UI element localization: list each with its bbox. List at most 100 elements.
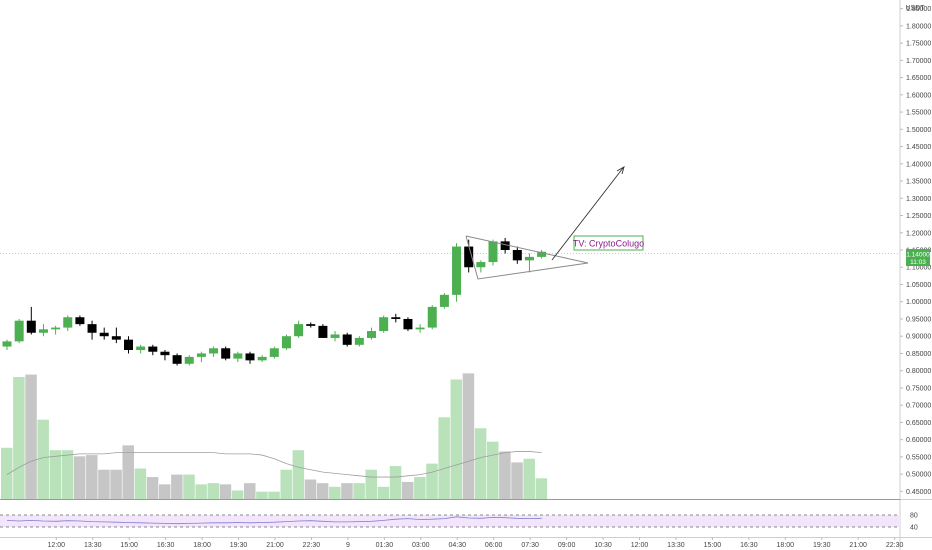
candle-body (439, 294, 449, 307)
volume-bar (244, 483, 256, 499)
candle-body (354, 337, 364, 345)
candle-body (160, 351, 170, 356)
price-tick-label: 0.80000 (906, 368, 931, 375)
currency-label: USDT (905, 5, 925, 12)
candle-body (367, 331, 376, 338)
candle-body (306, 324, 316, 326)
volume-bar (98, 469, 110, 499)
breakout-arrow-line[interactable] (551, 167, 624, 261)
time-tick-label: 09:00 (558, 542, 576, 549)
price-tick-label: 0.90000 (906, 334, 931, 341)
price-tick-label: 1.85000 (906, 6, 931, 13)
volume-bar (462, 373, 475, 499)
time-axis[interactable]: 12:00 13:30 15:00 16:30 18:00 19:30 21:00 22:30… (48, 537, 904, 549)
candle-body (281, 336, 291, 349)
pennant-drawing[interactable] (465, 166, 625, 280)
volume-bar (499, 451, 511, 499)
time-tick-label: 15:00 (120, 542, 138, 549)
volume-bar (110, 469, 122, 499)
time-tick-label: 10:30 (594, 542, 612, 549)
time-tick-label: 04:30 (448, 542, 466, 549)
annotation-box (573, 235, 644, 251)
volume-bar (353, 483, 365, 499)
volume-bar (73, 456, 86, 499)
time-tick-label: 21:00 (266, 542, 284, 549)
price-tick-label: 1.25000 (906, 213, 931, 220)
volume-bar (511, 462, 523, 499)
price-tick-label: 0.45000 (906, 489, 931, 496)
candlesticks (2, 237, 547, 366)
volume-bar (183, 474, 195, 499)
volume-bar (158, 484, 171, 499)
volume-bar (316, 483, 329, 499)
time-tick-label: 18:00 (777, 542, 795, 549)
price-tick-label: 1.10000 (906, 265, 931, 272)
volume-bar (49, 450, 62, 499)
candle-body (257, 356, 267, 361)
candle-body (136, 346, 146, 350)
volume-bar (438, 417, 450, 499)
price-tick-label: 0.95000 (906, 316, 931, 323)
volume-bar (341, 483, 353, 499)
candle-body (87, 324, 97, 333)
time-tick-label: 19:30 (813, 542, 831, 549)
rsi-line (6, 516, 542, 525)
price-tick-label: 0.70000 (906, 403, 931, 410)
candle-body (488, 241, 498, 263)
price-tick-label: 1.30000 (906, 196, 931, 203)
volume-bar (292, 450, 305, 499)
price-tick-label: 1.00000 (906, 299, 931, 306)
volume-bar (13, 377, 25, 499)
price-tick-label: 1.70000 (906, 58, 931, 65)
time-tick-label: 9 (346, 542, 350, 549)
candle-body (403, 318, 413, 330)
candle-body (51, 327, 61, 330)
volume-bar (304, 479, 317, 499)
candle-body (379, 317, 389, 332)
volume-bar (487, 441, 499, 499)
volume-bar (280, 469, 292, 499)
volume-bar (523, 458, 535, 499)
rsi-level-label: 40 (910, 525, 918, 532)
volume-bar (1, 447, 13, 499)
price-tick-label: 1.45000 (906, 144, 931, 151)
volume-bar (146, 477, 159, 499)
candle-body (148, 346, 158, 352)
candle-body (111, 336, 121, 340)
last-price-tag: 1.14000 11:03 (906, 249, 930, 266)
volume-bar (389, 466, 402, 499)
annotation-text: TV: CryptoColugo (573, 239, 644, 249)
volume-bar (171, 474, 183, 499)
candle-body (221, 348, 231, 359)
time-tick-label: 21:00 (849, 542, 867, 549)
time-tick-label: 16:30 (157, 542, 175, 549)
volume-bar (401, 481, 414, 499)
pennant-triangle[interactable] (465, 235, 589, 280)
rsi-pane[interactable]: 80 40 (0, 513, 918, 532)
candle-body (172, 355, 182, 364)
time-tick-label: 13:30 (667, 542, 685, 549)
price-axis[interactable]: 1.85000 1.80000 1.75000 1.70000 1.65000 1.600… (900, 6, 931, 496)
candle-body (209, 348, 219, 354)
volume-bar (25, 374, 37, 499)
volume-bar (414, 477, 426, 499)
candle-body (524, 256, 534, 261)
price-tick-label: 1.05000 (906, 282, 931, 289)
volume-bar (329, 486, 341, 499)
candle-body (512, 250, 522, 261)
volume-bar (122, 445, 134, 499)
price-tick-label: 0.75000 (906, 385, 931, 392)
annotation-label[interactable]: TV: CryptoColugo (573, 235, 644, 251)
time-tick-label: 03:00 (412, 542, 430, 549)
volume-bar (134, 468, 147, 499)
time-tick-label: 12:00 (48, 542, 66, 549)
volume-bar (535, 478, 548, 499)
volume-bar (195, 484, 207, 499)
price-tick-label: 1.60000 (906, 92, 931, 99)
candle-body (500, 241, 510, 250)
time-tick-label: 06:00 (485, 542, 503, 549)
price-tick-label: 0.85000 (906, 351, 931, 358)
volume-bars (1, 373, 548, 499)
volume-bar (61, 450, 74, 499)
